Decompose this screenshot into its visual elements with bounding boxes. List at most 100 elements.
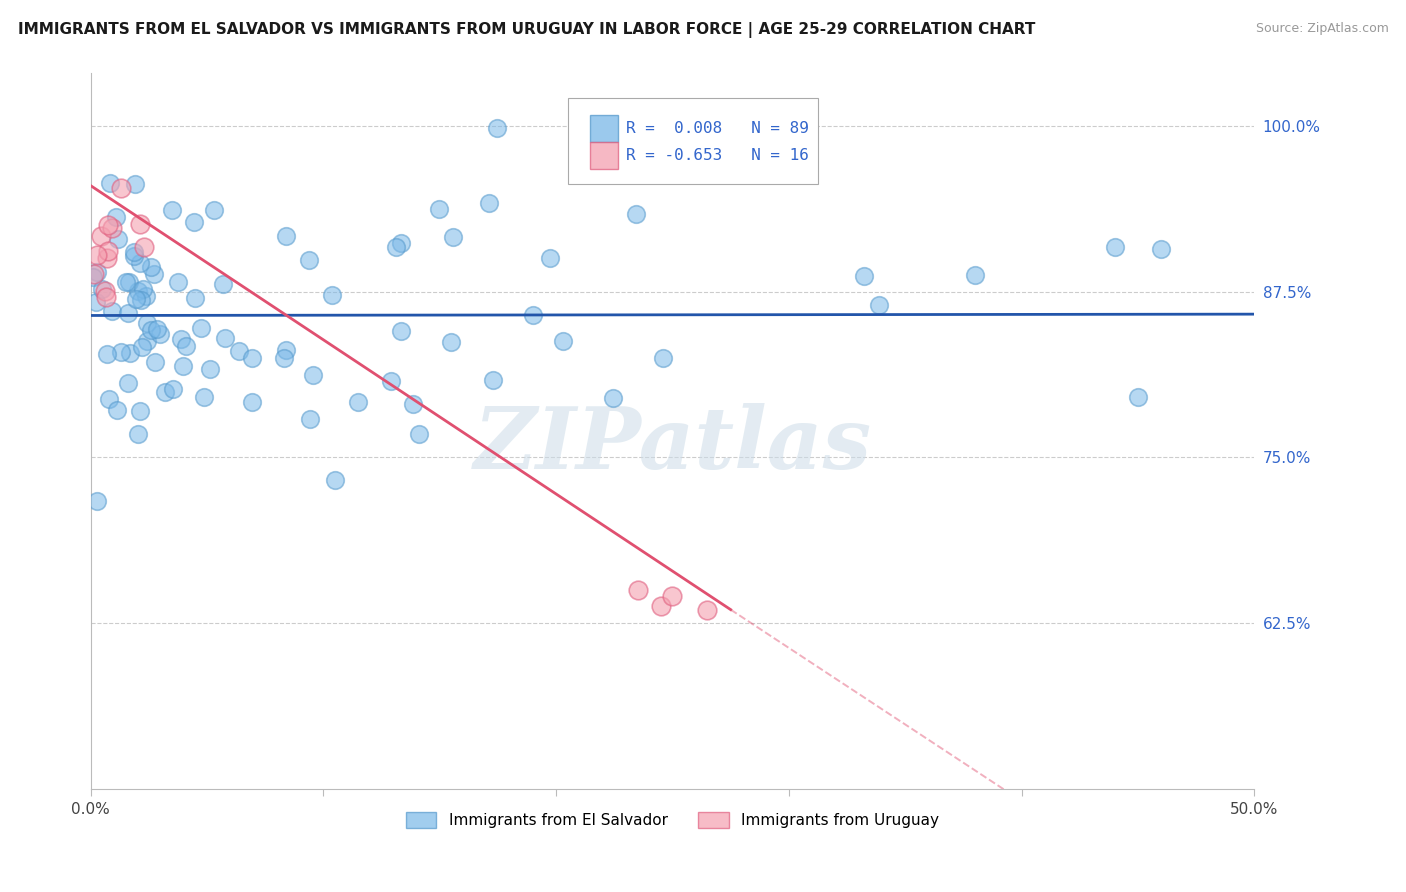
Point [183, 215, 205, 229]
Point [86, 248, 108, 262]
Point [439, 335, 461, 350]
Point [485, 121, 508, 136]
Point [302, 368, 325, 383]
Point [86, 494, 108, 508]
FancyBboxPatch shape [591, 142, 617, 169]
Point [1126, 390, 1149, 404]
Point [118, 346, 141, 360]
Point [117, 376, 139, 390]
Point [149, 326, 172, 341]
Point [136, 334, 159, 349]
Point [131, 340, 153, 354]
Text: R =  0.008   N = 89: R = 0.008 N = 89 [626, 121, 808, 136]
Point [228, 343, 250, 358]
Point [408, 427, 430, 442]
Point [553, 334, 575, 348]
Point [94, 284, 117, 298]
FancyBboxPatch shape [591, 115, 617, 143]
Point [298, 253, 321, 268]
Point [380, 374, 402, 388]
Point [129, 218, 152, 232]
Point [127, 427, 149, 442]
Point [202, 202, 225, 217]
Point [98, 177, 121, 191]
Point [98, 392, 121, 407]
Point [170, 332, 193, 346]
Point [184, 291, 207, 305]
Point [90, 228, 112, 243]
Point [139, 323, 162, 337]
Point [240, 351, 263, 365]
Point [198, 362, 221, 376]
Point [82, 269, 104, 284]
Point [105, 210, 128, 224]
Point [142, 267, 165, 281]
Point [100, 221, 122, 235]
Point [441, 230, 464, 244]
Point [853, 269, 876, 284]
Point [427, 202, 450, 216]
Point [276, 343, 298, 358]
Point [110, 345, 132, 359]
Point [172, 359, 194, 374]
Point [145, 354, 167, 368]
Point [321, 287, 343, 301]
Point [105, 402, 128, 417]
Point [385, 240, 408, 254]
Point [132, 282, 155, 296]
Point [347, 394, 370, 409]
Point [626, 206, 648, 220]
Point [522, 308, 544, 322]
Point [402, 397, 425, 411]
Point [868, 298, 890, 312]
Point [167, 275, 190, 289]
Point [124, 244, 146, 259]
Point [97, 218, 120, 232]
Point [86, 265, 108, 279]
Point [107, 232, 129, 246]
Point [651, 351, 673, 366]
Point [696, 602, 718, 616]
Point [115, 276, 138, 290]
Point [1150, 242, 1173, 256]
Point [174, 338, 197, 352]
Point [127, 284, 149, 298]
Point [94, 290, 117, 304]
Point [101, 304, 124, 318]
Point [1104, 240, 1126, 254]
Point [96, 252, 118, 266]
Point [136, 317, 159, 331]
Point [146, 322, 169, 336]
Point [626, 582, 648, 597]
Point [965, 268, 987, 282]
Point [128, 256, 150, 270]
Point [323, 473, 346, 487]
Point [83, 268, 105, 282]
Point [212, 277, 235, 291]
Point [274, 228, 297, 243]
Point [389, 324, 412, 338]
Point [193, 390, 215, 404]
Point [190, 320, 212, 334]
Point [214, 330, 236, 344]
Point [298, 412, 321, 426]
Point [97, 244, 120, 259]
Point [650, 599, 672, 613]
Text: R = -0.653   N = 16: R = -0.653 N = 16 [626, 148, 808, 162]
Point [162, 382, 184, 396]
Point [391, 236, 413, 251]
Point [155, 384, 177, 399]
FancyBboxPatch shape [568, 98, 818, 184]
Point [124, 177, 146, 191]
Point [273, 351, 295, 365]
Point [96, 347, 118, 361]
Point [122, 249, 145, 263]
Point [132, 240, 155, 254]
Point [602, 391, 624, 405]
Point [117, 275, 139, 289]
Point [117, 306, 139, 320]
Text: ZIPatlas: ZIPatlas [474, 403, 872, 487]
Point [91, 282, 114, 296]
Point [129, 293, 152, 308]
Point [661, 590, 683, 604]
